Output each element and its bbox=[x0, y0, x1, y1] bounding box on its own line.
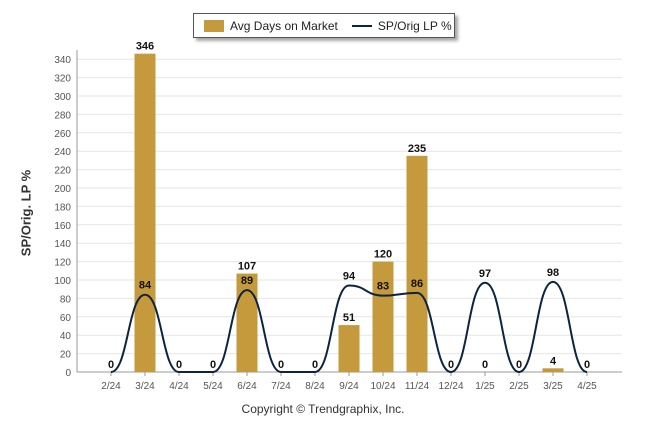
bar-data-label: 346 bbox=[136, 41, 154, 53]
x-tick-label: 8/24 bbox=[305, 381, 325, 392]
line-data-label: 86 bbox=[411, 278, 423, 290]
y-tick-label: 340 bbox=[54, 55, 71, 66]
bar-data-label: 0 bbox=[482, 359, 488, 371]
y-tick-label: 280 bbox=[54, 110, 71, 121]
y-tick-label: 40 bbox=[60, 331, 72, 342]
line-data-label: 83 bbox=[377, 281, 389, 293]
x-tick-label: 9/24 bbox=[339, 381, 359, 392]
bar bbox=[236, 273, 258, 372]
line-data-label: 97 bbox=[479, 268, 491, 280]
bar bbox=[134, 53, 156, 373]
y-tick-label: 120 bbox=[54, 258, 71, 269]
bar bbox=[542, 368, 564, 372]
x-tick-label: 2/24 bbox=[101, 381, 121, 392]
x-tick-label: 12/24 bbox=[438, 381, 463, 392]
x-tick-label: 11/24 bbox=[405, 381, 430, 392]
bar-data-label: 0 bbox=[210, 359, 216, 371]
bar-data-label: 120 bbox=[374, 249, 392, 261]
y-tick-label: 140 bbox=[54, 239, 71, 250]
bar bbox=[338, 325, 360, 372]
x-tick-label: 5/24 bbox=[203, 381, 223, 392]
line-data-label: 94 bbox=[343, 271, 356, 283]
x-tick-label: 2/25 bbox=[509, 381, 529, 392]
line-data-label: 84 bbox=[139, 280, 152, 292]
line-series-sp-orig bbox=[110, 280, 588, 374]
copyright-text: Copyright © Trendgraphix, Inc. bbox=[241, 402, 405, 416]
y-tick-label: 240 bbox=[54, 147, 71, 158]
x-tick-label: 7/24 bbox=[271, 381, 291, 392]
bar-data-label: 0 bbox=[516, 359, 522, 371]
x-tick-label: 10/24 bbox=[370, 381, 395, 392]
x-tick-label: 4/25 bbox=[577, 381, 597, 392]
x-tick-label: 6/24 bbox=[237, 381, 257, 392]
legend-item-sp-orig: SP/Orig LP % bbox=[351, 18, 452, 33]
y-tick-label: 100 bbox=[54, 276, 71, 287]
bar bbox=[406, 155, 428, 372]
legend-label-avg-days: Avg Days on Market bbox=[230, 18, 338, 33]
legend-swatch-bar bbox=[204, 19, 224, 32]
bar-data-label: 0 bbox=[312, 359, 318, 371]
x-tick-label: 1/25 bbox=[475, 381, 495, 392]
legend-item-avg-days: Avg Days on Market bbox=[204, 19, 338, 33]
bar-data-label: 4 bbox=[550, 355, 557, 367]
bar-data-label: 0 bbox=[584, 359, 590, 371]
bar-data-label: 51 bbox=[343, 312, 355, 324]
y-tick-label: 20 bbox=[60, 350, 72, 361]
bar bbox=[372, 261, 394, 372]
bar-data-label: 235 bbox=[408, 143, 426, 155]
x-tick-label: 3/25 bbox=[543, 381, 563, 392]
bar-data-label: 107 bbox=[238, 261, 256, 273]
bar-data-label: 0 bbox=[176, 359, 182, 371]
y-tick-label: 220 bbox=[54, 166, 71, 177]
y-tick-label: 200 bbox=[54, 184, 71, 195]
x-tick-label: 4/24 bbox=[169, 381, 189, 392]
chart-legend: Avg Days on Market SP/Orig LP % bbox=[193, 13, 455, 38]
y-tick-label: 80 bbox=[60, 294, 72, 305]
bar-data-label: 0 bbox=[108, 359, 114, 371]
y-tick-label: 260 bbox=[54, 129, 71, 140]
line-data-label: 89 bbox=[241, 275, 253, 287]
y-tick-label: 180 bbox=[54, 202, 71, 213]
x-tick-label: 3/24 bbox=[135, 381, 155, 392]
y-tick-label: 60 bbox=[60, 313, 72, 324]
legend-label-sp-orig: SP/Orig LP % bbox=[377, 18, 452, 33]
y-tick-label: 160 bbox=[54, 221, 71, 232]
bar-data-label: 0 bbox=[448, 359, 454, 371]
legend-swatch-line bbox=[351, 24, 372, 27]
line-data-label: 98 bbox=[547, 267, 559, 279]
y-tick-label: 320 bbox=[54, 74, 71, 85]
bar-data-label: 0 bbox=[278, 359, 284, 371]
y-axis-label: SP/Orig. LP % bbox=[18, 169, 34, 257]
y-tick-label: 300 bbox=[54, 92, 71, 103]
y-tick-label: 0 bbox=[65, 368, 71, 379]
